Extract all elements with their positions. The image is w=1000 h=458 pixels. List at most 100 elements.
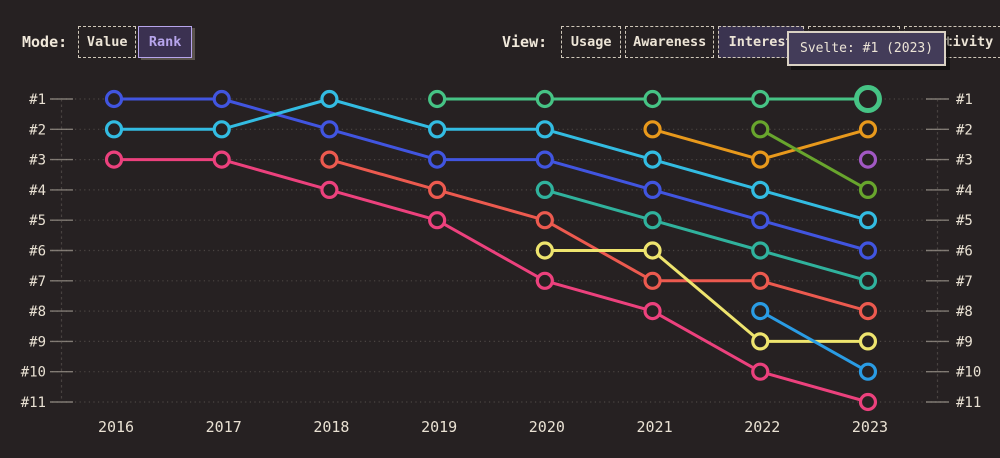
data-point-pink-2022[interactable] <box>751 362 770 381</box>
rank-label-left-4: #4 <box>29 183 46 199</box>
data-point-pink-2018[interactable] <box>320 180 339 199</box>
data-point-svelte-2023[interactable] <box>853 85 882 113</box>
year-label-2023: 2023 <box>852 418 888 436</box>
data-point-lightblue-2023[interactable] <box>858 362 878 381</box>
rank-label-left-3: #3 <box>29 153 46 169</box>
data-point-cyan-2020[interactable] <box>535 120 554 139</box>
data-point-blue-2020[interactable] <box>535 150 554 169</box>
rank-label-left-6: #6 <box>29 244 46 260</box>
rank-label-left-9: #9 <box>29 334 46 350</box>
data-point-olive-2022[interactable] <box>751 120 770 139</box>
data-point-salmon-2021[interactable] <box>643 271 662 290</box>
series-line-salmon <box>327 158 870 313</box>
rank-label-right-6: #6 <box>956 244 973 260</box>
rank-label-right-11: #11 <box>956 395 981 411</box>
mode-button-value[interactable]: Value <box>78 26 137 58</box>
series-line-blue <box>112 97 870 252</box>
data-point-blue-2017[interactable] <box>212 89 231 109</box>
year-label-2018: 2018 <box>313 418 349 436</box>
data-point-olive-2023[interactable] <box>858 180 878 199</box>
data-point-amber-2022[interactable] <box>751 150 770 169</box>
data-point-yellow-2020[interactable] <box>535 241 554 260</box>
data-point-pink-2020[interactable] <box>535 271 554 290</box>
view-button-usage[interactable]: Usage <box>561 26 622 58</box>
data-point-salmon-2022[interactable] <box>751 271 770 290</box>
tooltip-text: Svelte: #1 (2023) <box>800 41 934 56</box>
rank-label-right-4: #4 <box>956 183 973 199</box>
year-label-2021: 2021 <box>636 418 672 436</box>
rank-label-right-10: #10 <box>956 365 981 381</box>
year-label-2016: 2016 <box>98 418 134 436</box>
data-point-blue-2022[interactable] <box>751 211 770 230</box>
rank-label-right-5: #5 <box>956 213 973 229</box>
rank-label-left-1: #1 <box>29 92 46 108</box>
data-point-pink-2016[interactable] <box>104 150 124 169</box>
rank-label-right-9: #9 <box>956 334 973 350</box>
data-point-teal-2021[interactable] <box>643 211 662 230</box>
data-point-svelte-2019[interactable] <box>428 89 447 109</box>
mode-toggle-group: Mode: Value Rank <box>22 26 193 58</box>
view-label: View: <box>502 33 548 51</box>
rank-label-left-5: #5 <box>29 213 46 229</box>
data-point-yellow-2021[interactable] <box>643 241 662 260</box>
data-point-salmon-2018[interactable] <box>320 150 339 169</box>
data-point-pink-2019[interactable] <box>428 211 447 230</box>
data-point-salmon-2023[interactable] <box>858 302 878 321</box>
data-point-cyan-2017[interactable] <box>212 120 231 139</box>
data-point-purple-2023[interactable] <box>858 150 878 169</box>
data-point-amber-2023[interactable] <box>858 120 878 139</box>
data-point-cyan-2019[interactable] <box>428 120 447 139</box>
rank-label-right-7: #7 <box>956 274 973 290</box>
data-point-blue-2021[interactable] <box>643 180 662 199</box>
rank-label-left-2: #2 <box>29 122 46 138</box>
tooltip: Svelte: #1 (2023) <box>787 31 947 66</box>
year-label-2019: 2019 <box>421 418 457 436</box>
mode-label: Mode: <box>22 33 68 51</box>
data-point-lightblue-2022[interactable] <box>751 302 770 321</box>
data-point-yellow-2023[interactable] <box>858 332 878 351</box>
rank-label-left-11: #11 <box>21 395 46 411</box>
year-label-2022: 2022 <box>744 418 780 436</box>
data-point-svelte-2022[interactable] <box>751 89 770 109</box>
data-point-cyan-2023[interactable] <box>858 211 878 230</box>
data-point-cyan-2018[interactable] <box>320 89 339 109</box>
data-point-teal-2023[interactable] <box>858 271 878 290</box>
rank-label-right-8: #8 <box>956 304 973 320</box>
data-point-salmon-2020[interactable] <box>535 211 554 230</box>
series-line-pink <box>112 158 870 404</box>
data-point-blue-2016[interactable] <box>104 89 124 109</box>
rank-label-left-10: #10 <box>21 365 46 381</box>
data-point-blue-2023[interactable] <box>858 241 878 260</box>
data-point-yellow-2022[interactable] <box>751 332 770 351</box>
year-label-2017: 2017 <box>206 418 242 436</box>
series-line-olive <box>758 127 870 192</box>
data-point-svelte-2021[interactable] <box>643 89 662 109</box>
mode-button-rank[interactable]: Rank <box>138 26 193 58</box>
series-line-teal <box>543 188 870 283</box>
data-point-pink-2017[interactable] <box>212 150 231 169</box>
data-point-blue-2018[interactable] <box>320 120 339 139</box>
data-point-blue-2019[interactable] <box>428 150 447 169</box>
data-point-cyan-2022[interactable] <box>751 180 770 199</box>
data-point-teal-2020[interactable] <box>535 180 554 199</box>
view-button-awareness[interactable]: Awareness <box>625 26 715 58</box>
data-point-cyan-2016[interactable] <box>104 120 124 139</box>
rank-label-right-1: #1 <box>956 92 973 108</box>
data-point-amber-2021[interactable] <box>643 120 662 139</box>
rank-label-right-2: #2 <box>956 122 973 138</box>
data-point-teal-2022[interactable] <box>751 241 770 260</box>
data-point-salmon-2019[interactable] <box>428 180 447 199</box>
rank-label-right-3: #3 <box>956 153 973 169</box>
series-line-cyan <box>112 97 870 222</box>
rank-label-left-7: #7 <box>29 274 46 290</box>
series-line-lightblue <box>758 309 870 374</box>
rank-label-left-8: #8 <box>29 304 46 320</box>
data-point-pink-2021[interactable] <box>643 302 662 321</box>
year-label-2020: 2020 <box>529 418 565 436</box>
data-point-pink-2023[interactable] <box>858 392 878 412</box>
data-point-cyan-2021[interactable] <box>643 150 662 169</box>
data-point-svelte-2020[interactable] <box>535 89 554 109</box>
